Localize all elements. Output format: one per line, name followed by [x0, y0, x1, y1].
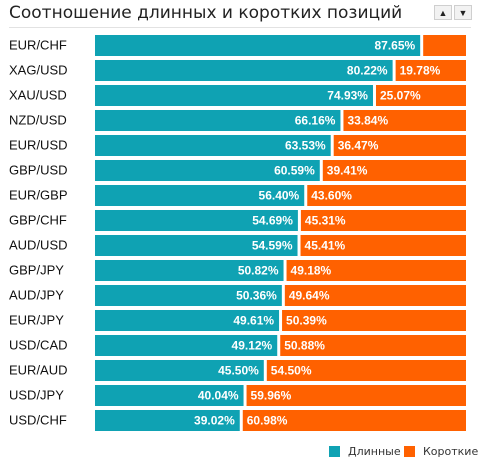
category-label: AUD/USD	[9, 238, 68, 253]
bar-short-value-label: 43.60%	[311, 189, 352, 203]
bar-long-value-label: 49.61%	[233, 314, 274, 328]
bar-short	[266, 360, 466, 381]
category-label: EUR/USD	[9, 138, 68, 153]
bar-long-value-label: 54.69%	[252, 214, 293, 228]
bar-long-value-label: 74.93%	[327, 89, 368, 103]
bar-long-value-label: 50.82%	[238, 264, 279, 278]
bar-short-value-label: 19.78%	[400, 64, 441, 78]
bar-short	[343, 110, 466, 131]
bar-short	[423, 35, 466, 56]
bar-short	[242, 410, 466, 431]
bar-long	[95, 235, 298, 256]
bar-short-value-label: 50.39%	[286, 314, 327, 328]
category-label: EUR/GBP	[9, 188, 68, 203]
bar-short-value-label: 49.18%	[291, 264, 332, 278]
bar-short-value-label: 49.64%	[289, 289, 330, 303]
bar-short	[395, 60, 466, 81]
bar-short-value-label: 39.41%	[327, 164, 368, 178]
legend-item-long: Длинные	[329, 445, 401, 458]
category-label: USD/CHF	[9, 413, 67, 428]
category-label: GBP/CHF	[9, 213, 67, 228]
bar-short	[282, 310, 466, 331]
bar-long	[95, 360, 264, 381]
category-label: USD/JPY	[9, 388, 64, 403]
bar-long	[95, 85, 373, 106]
bar-long-value-label: 40.04%	[198, 389, 239, 403]
bar-short-value-label: 45.41%	[305, 239, 346, 253]
bar-long-value-label: 39.02%	[194, 414, 235, 428]
bar-long-value-label: 49.12%	[232, 339, 273, 353]
legend-label-short: Короткие	[423, 445, 479, 458]
bar-long-value-label: 54.59%	[252, 239, 293, 253]
category-label: NZD/USD	[9, 113, 67, 128]
bar-short-value-label: 25.07%	[380, 89, 421, 103]
bar-short	[322, 160, 466, 181]
bar-long	[95, 35, 421, 56]
category-label: GBP/USD	[9, 163, 68, 178]
legend-label-long: Длинные	[348, 445, 401, 458]
bar-long-value-label: 63.53%	[285, 139, 326, 153]
category-label: EUR/JPY	[9, 313, 64, 328]
category-label: EUR/AUD	[9, 363, 68, 378]
bar-long	[95, 185, 305, 206]
bar-long	[95, 410, 240, 431]
bar-long-value-label: 80.22%	[347, 64, 388, 78]
bar-long	[95, 210, 298, 231]
legend-swatch-short	[404, 446, 415, 457]
bar-long	[95, 260, 284, 281]
bar-long-value-label: 45.50%	[218, 364, 259, 378]
bar-short	[300, 235, 466, 256]
bar-short-value-label: 36.47%	[338, 139, 379, 153]
bar-short-value-label: 59.96%	[251, 389, 292, 403]
bar-short	[246, 385, 466, 406]
bar-short-value-label: 33.84%	[347, 114, 388, 128]
bar-long	[95, 160, 320, 181]
category-label: EUR/CHF	[9, 38, 67, 53]
bar-short	[333, 135, 466, 156]
bar-long-value-label: 50.36%	[236, 289, 277, 303]
bar-short-value-label: 45.31%	[305, 214, 346, 228]
bar-long	[95, 135, 331, 156]
legend-item-short: Короткие	[404, 445, 478, 458]
bar-short	[307, 185, 466, 206]
bar-long	[95, 285, 282, 306]
bar-short	[375, 85, 466, 106]
category-label: XAG/USD	[9, 63, 68, 78]
bar-short	[280, 335, 466, 356]
bar-short-value-label: 60.98%	[247, 414, 288, 428]
bar-long	[95, 110, 341, 131]
bar-long	[95, 385, 244, 406]
legend-swatch-long	[329, 446, 340, 457]
sort-up-icon[interactable]: ▲	[434, 5, 452, 20]
bar-short	[286, 260, 466, 281]
bar-short	[284, 285, 466, 306]
title-divider	[9, 27, 471, 28]
category-label: AUD/JPY	[9, 288, 64, 303]
bar-short-value-label: 54.50%	[271, 364, 312, 378]
bar-long	[95, 335, 278, 356]
bar-long-value-label: 87.65%	[374, 39, 415, 53]
long-short-ratio-chart: EUR/CHF 87.65% XAG/USD 80.22% 19.78% XAU/USD 7…	[9, 35, 466, 431]
bar-long	[95, 310, 280, 331]
sort-down-icon[interactable]: ▼	[454, 5, 472, 20]
bar-short-value-label: 50.88%	[284, 339, 325, 353]
page-title: Соотношение длинных и коротких позиций	[9, 3, 403, 23]
category-label: USD/CAD	[9, 338, 68, 353]
bar-short	[300, 210, 466, 231]
bar-long	[95, 60, 393, 81]
bar-long-value-label: 60.59%	[274, 164, 315, 178]
bar-long-value-label: 56.40%	[259, 189, 300, 203]
category-label: GBP/JPY	[9, 263, 64, 278]
category-label: XAU/USD	[9, 88, 67, 103]
bar-long-value-label: 66.16%	[295, 114, 336, 128]
